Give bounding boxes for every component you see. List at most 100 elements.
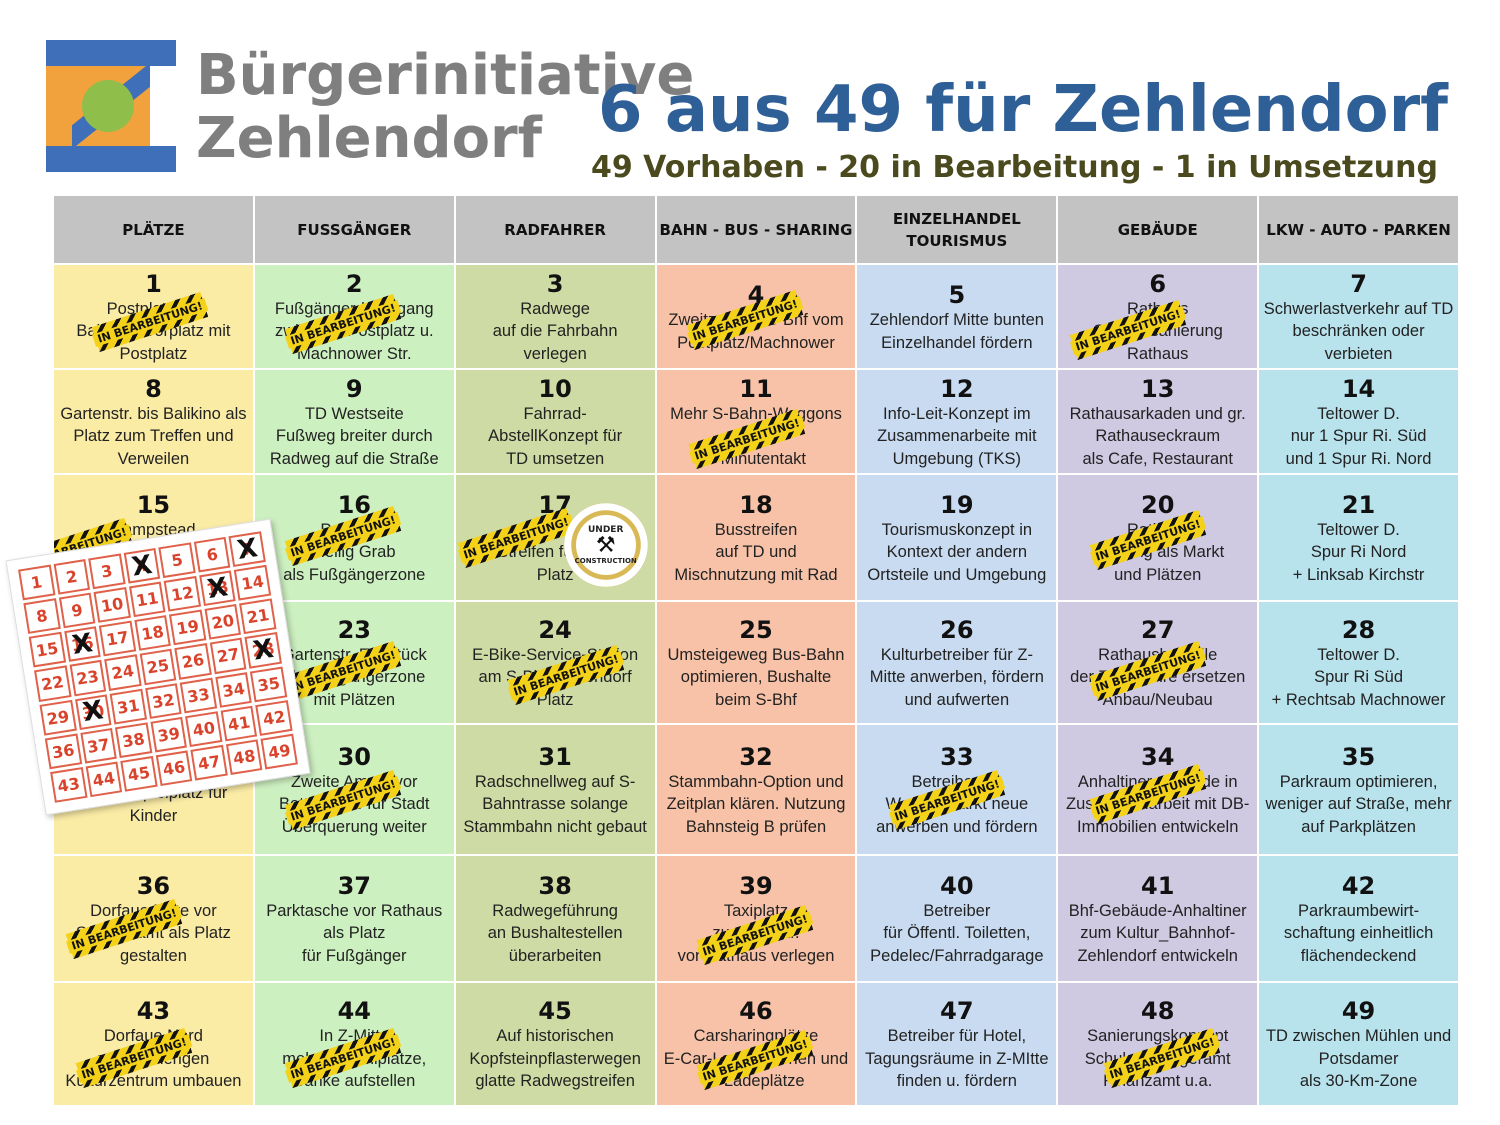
ticket-number-label: 24 bbox=[110, 661, 136, 684]
project-text: Teltower D. nur 1 Spur Ri. Süd und 1 Spu… bbox=[1285, 404, 1432, 468]
project-text: Auf historischen Kopfsteinpflasterwegen … bbox=[469, 1027, 641, 1091]
project-number: 13 bbox=[1141, 374, 1175, 403]
project-number: 30 bbox=[337, 742, 371, 771]
project-number: 8 bbox=[145, 374, 162, 403]
project-cell: 32 Stammbahn-Option und Zeitplan klären. … bbox=[656, 725, 856, 854]
column-header: RADFAHRER bbox=[455, 196, 655, 263]
project-number: 34 bbox=[1141, 742, 1175, 771]
ticket-number: 39 bbox=[150, 716, 188, 753]
ticket-number-label: 38 bbox=[121, 728, 147, 752]
project-number: 43 bbox=[136, 997, 171, 1026]
project-text: Radwege auf die Fahrbahn verlegen bbox=[492, 299, 618, 363]
project-cell: 12 Info-Leit-Konzept im Zusammenarbeite m… bbox=[857, 370, 1057, 473]
project-number: 37 bbox=[337, 871, 371, 900]
ticket-number: 30 X bbox=[74, 693, 112, 730]
ticket-number: 3 bbox=[88, 553, 126, 590]
project-number: 28 bbox=[1341, 615, 1376, 644]
project-text: Gartenstr. bis Balikino als Platz zum Tr… bbox=[60, 404, 247, 468]
project-text: Mehr S-Bahn-Waggons und 5-Minutentakt bbox=[670, 404, 842, 468]
project-cell: 14 Teltower D. nur 1 Spur Ri. Süd und 1 S… bbox=[1259, 370, 1458, 473]
ticket-number: 34 bbox=[215, 671, 253, 708]
project-number: 15 bbox=[136, 490, 171, 519]
project-number: 38 bbox=[538, 871, 572, 900]
cross-mark: X bbox=[129, 549, 155, 583]
project-text: TD zwischen Mühlen und Potsdamer als 30-… bbox=[1265, 1027, 1452, 1091]
project-number: 2 bbox=[345, 269, 363, 298]
column-header: FUSSGÄNGER bbox=[254, 196, 454, 263]
project-number: 14 bbox=[1341, 374, 1376, 403]
project-number: 32 bbox=[739, 742, 773, 771]
ticket-number: 27 bbox=[209, 637, 247, 674]
project-text: Betreiber für Hotel, Tagungsräume in Z-M… bbox=[865, 1027, 1049, 1091]
ticket-number-label: 46 bbox=[161, 757, 187, 780]
column-header: EINZELHANDEL TOURISMUS bbox=[857, 196, 1057, 263]
ticket-number-label: 18 bbox=[140, 622, 166, 645]
project-text: Parktasche vor Rathaus als Platz für Fuß… bbox=[266, 901, 443, 965]
ticket-number-label: 6 bbox=[205, 544, 220, 565]
project-number: 40 bbox=[940, 871, 974, 900]
ticket-number: 40 bbox=[185, 710, 223, 747]
ticket-number-label: 35 bbox=[256, 672, 282, 696]
project-number: 3 bbox=[546, 269, 564, 298]
ticket-number-label: 32 bbox=[150, 689, 176, 712]
project-cell: 41 Bhf-Gebäude-Anhaltiner zum Kultur_Bahn… bbox=[1058, 856, 1258, 981]
project-number: 44 bbox=[337, 997, 371, 1026]
column-header: LKW - AUTO - PARKEN bbox=[1259, 196, 1458, 263]
ticket-number-label: 34 bbox=[221, 678, 247, 701]
ticket-number: 45 bbox=[120, 755, 158, 792]
logo: Bürgerinitiative Zehlendorf bbox=[46, 40, 694, 175]
logo-mark-icon bbox=[46, 40, 176, 172]
project-number: 31 bbox=[538, 742, 572, 771]
ticket-number: 21 bbox=[239, 598, 277, 635]
project-text: Stammbahn-Option und Zeitplan klären. Nu… bbox=[666, 772, 846, 836]
project-text: Umsteigeweg Bus-Bahn optimieren, Bushalt… bbox=[667, 645, 845, 709]
ticket-number: 33 bbox=[179, 677, 217, 714]
ticket-number-label: 33 bbox=[185, 684, 211, 707]
ticket-number-label: 10 bbox=[99, 593, 125, 617]
project-text: Fahrrad- AbstellKonzept für TD umsetzen bbox=[488, 404, 623, 468]
project-number: 5 bbox=[948, 281, 966, 309]
project-cell: 37 Parktasche vor Rathaus als Platz für F… bbox=[254, 856, 454, 981]
project-cell: 13 Rathausarkaden und gr. Rathauseckraum … bbox=[1058, 370, 1258, 473]
project-cell: 20Rathaus Nutzung als Markt und PlätzenI… bbox=[1058, 475, 1258, 600]
ticket-number-label: 22 bbox=[40, 672, 66, 695]
ticket-number: 35 bbox=[250, 666, 288, 702]
project-number: 18 bbox=[739, 490, 773, 519]
ticket-number-label: 3 bbox=[99, 561, 114, 582]
project-number: 20 bbox=[1141, 490, 1175, 519]
project-text: Teltower D. Spur Ri Nord + Linksab Kirch… bbox=[1292, 520, 1425, 584]
column-header: PLÄTZE bbox=[54, 196, 253, 263]
project-number: 24 bbox=[538, 615, 572, 644]
ticket-number: 38 bbox=[115, 722, 153, 758]
ticket-number-label: 41 bbox=[226, 712, 252, 735]
project-text: TD Westseite Fußweg breiter durch Radweg… bbox=[269, 404, 439, 468]
project-text: Radschnellweg auf S- Bahntrasse solange … bbox=[463, 772, 647, 836]
ticket-number: 29 bbox=[39, 699, 77, 736]
ticket-number: 31 bbox=[109, 688, 147, 725]
ticket-number: 14 bbox=[234, 564, 272, 601]
project-number: 23 bbox=[337, 615, 371, 644]
ticket-number-label: 11 bbox=[134, 588, 160, 611]
project-text: Busstreifen auf TD und Mischnutzung mit … bbox=[674, 520, 838, 584]
ticket-number-label: 44 bbox=[91, 768, 117, 791]
project-cell: 18 Busstreifen auf TD und Mischnutzung mi… bbox=[656, 475, 856, 600]
ticket-number: 9 bbox=[58, 592, 96, 629]
project-cell: 31 Radschnellweg auf S- Bahntrasse solang… bbox=[455, 725, 655, 854]
under-construction-badge: UNDER ⚒ CONSTRUCTION bbox=[563, 503, 648, 587]
ticket-number: 13 X bbox=[199, 570, 237, 607]
ticket-number-label: 47 bbox=[196, 751, 222, 774]
ticket-number-label: 17 bbox=[105, 627, 130, 650]
project-number: 1 bbox=[145, 269, 162, 298]
project-number: 47 bbox=[940, 997, 974, 1026]
project-text: Teltower D. Spur Ri Süd + Rechtsab Machn… bbox=[1271, 645, 1446, 709]
badge-top-text: UNDER bbox=[588, 525, 624, 535]
ticket-number-label: 40 bbox=[191, 717, 217, 740]
ticket-number: 41 bbox=[220, 705, 258, 742]
project-cell: 16Postplatz Heilig Grab als Fußgängerzon… bbox=[254, 475, 454, 600]
